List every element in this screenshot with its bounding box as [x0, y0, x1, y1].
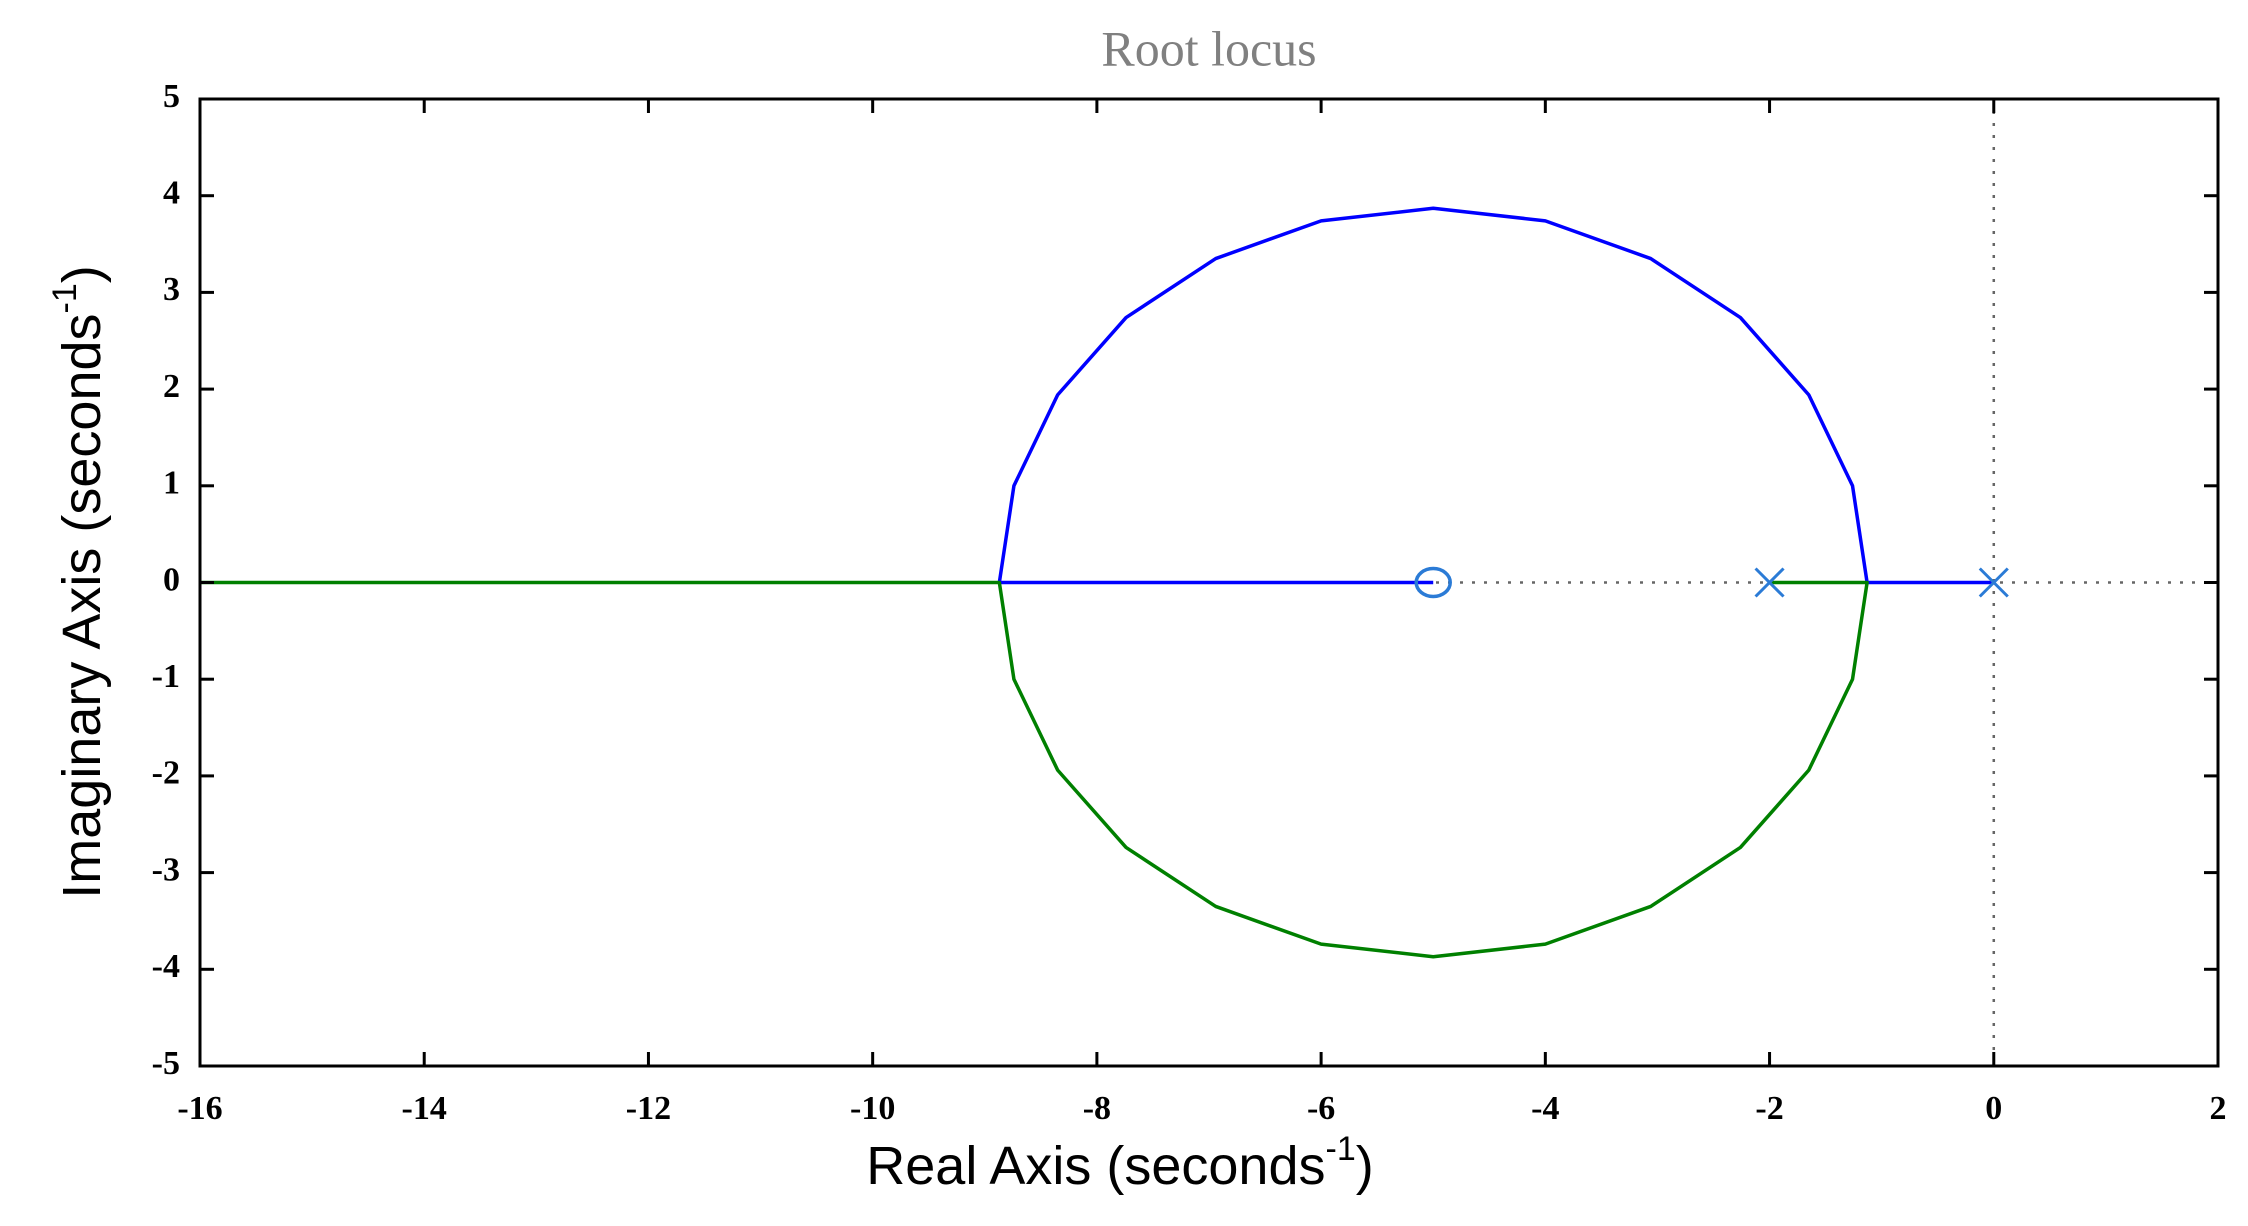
x-tick-label: -4 — [1531, 1090, 1559, 1127]
pole-marker — [1978, 567, 2009, 598]
y-tick-label: 2 — [163, 368, 180, 405]
y-tick-label: 5 — [163, 78, 180, 115]
y-tick-label: 0 — [163, 561, 180, 598]
y-axis-label: Imaginary Axis (seconds-1) — [46, 265, 112, 898]
y-tick-label: 4 — [163, 174, 180, 211]
chart-title: Root locus — [1101, 20, 1316, 76]
x-tick-label: -8 — [1083, 1090, 1111, 1127]
x-tick-label: 0 — [1985, 1090, 2002, 1127]
y-tick-label: -3 — [152, 851, 180, 888]
x-tick-label: -6 — [1307, 1090, 1335, 1127]
x-tick-label: -2 — [1755, 1090, 1783, 1127]
locus-branch — [997, 206, 1994, 585]
x-tick-label: -16 — [177, 1090, 222, 1127]
x-label-sup: -1 — [1326, 1130, 1356, 1168]
y-label-sup: -1 — [46, 283, 84, 313]
y-tick-label: -5 — [152, 1045, 180, 1082]
x-tick-label: 2 — [2210, 1090, 2227, 1127]
x-tick-label: -14 — [402, 1090, 447, 1127]
locus-branch — [200, 580, 1869, 959]
y-tick-label: 3 — [163, 271, 180, 308]
x-tick-label: -10 — [850, 1090, 895, 1127]
x-label-end: ) — [1356, 1136, 1374, 1196]
y-label-end: ) — [52, 265, 112, 283]
y-tick-label: -4 — [152, 948, 180, 985]
y-tick-label: 1 — [163, 465, 180, 502]
x-axis-label: Real Axis (seconds-1) — [866, 1130, 1373, 1196]
pole-marker — [1754, 567, 1785, 598]
x-label-text: Real Axis (seconds — [866, 1136, 1325, 1196]
zero-marker — [1414, 566, 1452, 599]
x-tick-label: -12 — [626, 1090, 671, 1127]
y-tick-label: -2 — [152, 755, 180, 792]
y-tick-label: -1 — [152, 658, 180, 695]
y-label-text: Imaginary Axis (seconds — [52, 313, 112, 898]
